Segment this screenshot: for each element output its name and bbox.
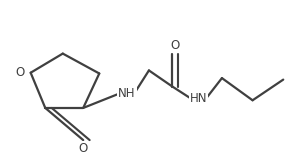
Text: NH: NH [118, 87, 136, 100]
Text: O: O [15, 66, 24, 79]
Text: HN: HN [190, 92, 207, 105]
Text: O: O [79, 142, 88, 155]
Text: O: O [170, 39, 180, 52]
